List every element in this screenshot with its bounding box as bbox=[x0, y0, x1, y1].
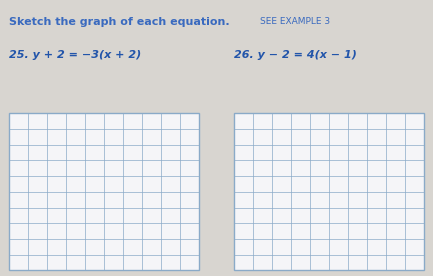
Bar bbox=[9, 113, 199, 270]
Text: SEE EXAMPLE 3: SEE EXAMPLE 3 bbox=[260, 17, 330, 26]
Bar bbox=[234, 113, 424, 270]
Text: Sketch the graph of each equation.: Sketch the graph of each equation. bbox=[9, 17, 229, 26]
Text: 26. y − 2 = 4(x − 1): 26. y − 2 = 4(x − 1) bbox=[234, 50, 357, 60]
Text: 25. y + 2 = −3(x + 2): 25. y + 2 = −3(x + 2) bbox=[9, 50, 141, 60]
